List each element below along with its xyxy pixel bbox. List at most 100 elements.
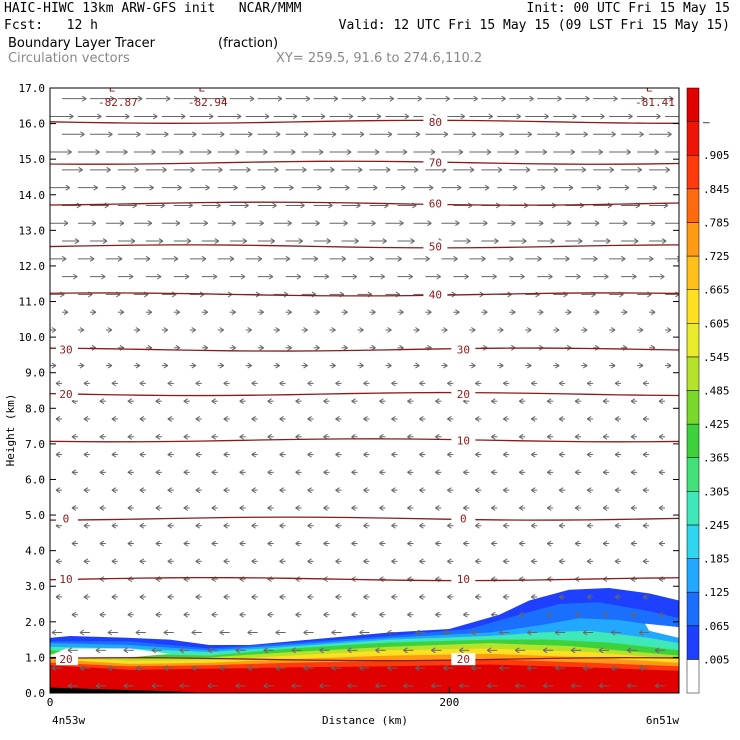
wind-vector <box>609 255 626 262</box>
wind-vector <box>217 184 238 191</box>
wind-vector <box>443 665 454 672</box>
wind-vector-head <box>379 540 384 547</box>
wind-vector <box>127 611 134 618</box>
wind-vector <box>323 469 330 476</box>
wind-vector-head <box>654 149 659 155</box>
wind-vector <box>630 576 638 583</box>
wind-vector <box>127 469 134 476</box>
wind-vector-head <box>211 433 216 440</box>
wind-vector-head <box>658 398 664 405</box>
colorbar-swatch <box>686 154 700 190</box>
wind-vector <box>167 380 174 387</box>
wind-vector-head <box>550 238 555 244</box>
wind-vector-head <box>491 469 496 476</box>
wind-vector <box>497 327 504 333</box>
wind-vector-head <box>503 487 508 494</box>
wind-vector-head <box>574 433 580 440</box>
wind-vector <box>637 220 656 227</box>
wind-vector-head <box>318 149 324 155</box>
isotherm <box>50 347 679 352</box>
y-tick-label: 6.0 <box>25 473 45 486</box>
wind-vector-head <box>193 95 199 102</box>
wind-vector <box>161 184 182 191</box>
wind-vector-head <box>557 95 562 102</box>
wind-vector-head <box>614 380 620 387</box>
wind-vector-head <box>447 416 452 422</box>
wind-vector <box>117 95 143 102</box>
wind-vector <box>273 291 289 298</box>
wind-vector <box>447 451 454 458</box>
wind-vector <box>593 273 609 280</box>
wind-vector <box>475 593 482 600</box>
wind-vector-head <box>163 362 169 369</box>
wind-vector-head <box>586 487 592 494</box>
wind-vector <box>586 593 594 600</box>
wind-vector <box>275 665 286 672</box>
wind-vector-head <box>614 416 620 422</box>
wind-vector-head <box>63 220 69 227</box>
wind-vector-head <box>642 558 648 565</box>
wind-vector-head <box>666 362 672 369</box>
wind-vector <box>391 487 398 494</box>
wind-vector <box>593 95 618 102</box>
y-tick-label: 16.0 <box>19 118 46 131</box>
wind-vector-head <box>463 505 468 511</box>
wind-vector-head <box>151 682 157 689</box>
wind-vector <box>385 220 404 227</box>
wind-vector <box>537 273 553 280</box>
wind-vector <box>413 255 430 262</box>
wind-vector-head <box>291 647 296 654</box>
wind-vector-head <box>135 362 141 369</box>
wind-vector-head <box>347 647 352 654</box>
wind-vector <box>133 113 158 120</box>
wind-vector <box>219 665 230 672</box>
wind-vector-head <box>97 113 102 120</box>
wind-vector <box>223 380 230 387</box>
wind-vector <box>77 362 85 369</box>
wind-vector-head <box>223 593 228 600</box>
wind-vector-head <box>683 150 687 155</box>
wind-vector-head <box>471 131 477 138</box>
wind-vector-head <box>290 149 296 155</box>
wind-vector <box>245 149 268 155</box>
wind-vector <box>195 380 202 387</box>
wind-vector <box>139 416 146 422</box>
wind-vector-head <box>317 184 322 191</box>
wind-vector-head <box>328 202 333 209</box>
wind-vector <box>546 398 554 405</box>
wind-vector-head <box>175 220 181 227</box>
wind-vector-head <box>565 255 570 262</box>
wind-vector-head <box>427 309 432 316</box>
wind-vector <box>105 255 123 262</box>
wind-vector-head <box>251 451 256 458</box>
wind-vector-head <box>387 327 392 333</box>
wind-vector-head <box>130 238 136 244</box>
wind-vector <box>581 113 605 120</box>
wind-vector <box>385 149 408 155</box>
wind-vector <box>117 238 136 244</box>
wind-vector-head <box>483 220 488 227</box>
wind-vector-head <box>195 487 201 494</box>
wind-vector <box>329 362 336 369</box>
wind-vector <box>201 238 220 244</box>
wind-vector <box>407 398 414 405</box>
wind-vector <box>658 505 666 511</box>
wind-vector <box>598 647 610 654</box>
wind-vector <box>257 273 274 280</box>
wind-vector <box>239 469 246 476</box>
wind-vector-head <box>520 273 525 280</box>
wind-vector <box>279 593 286 600</box>
wind-vector <box>419 487 426 494</box>
wind-vector-head <box>214 238 220 244</box>
isotherm <box>50 244 679 249</box>
y-tick-label: 1.0 <box>25 651 45 664</box>
wind-vector <box>435 611 442 618</box>
wind-vector <box>189 149 212 155</box>
wind-vector-head <box>630 540 636 547</box>
wind-vector-head <box>630 433 636 440</box>
wind-vector <box>481 131 505 138</box>
wind-vector-head <box>638 665 644 672</box>
wind-vector <box>167 416 174 422</box>
wind-vector <box>447 380 454 387</box>
wind-vector <box>145 166 167 173</box>
